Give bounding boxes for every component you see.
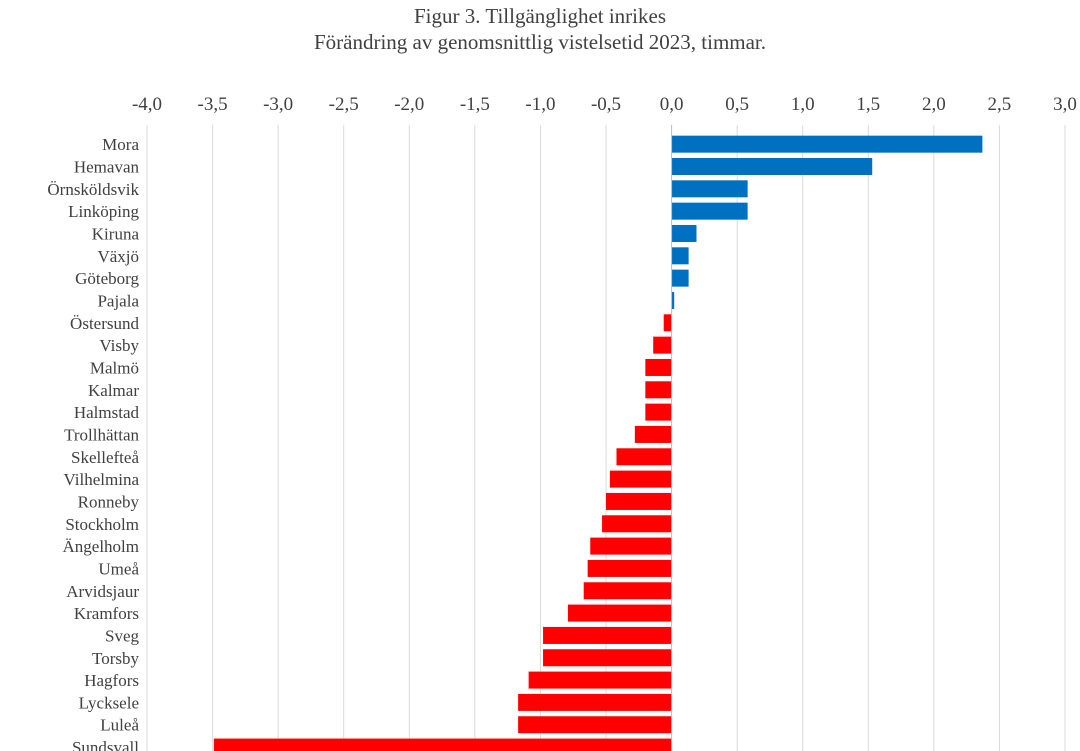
category-label: Ronneby: [78, 492, 140, 511]
category-label: Lycksele: [79, 693, 139, 712]
bar: [671, 180, 748, 198]
category-label: Luleå: [100, 716, 139, 735]
category-label: Linköping: [68, 202, 139, 221]
bar: [543, 626, 672, 644]
bar: [671, 291, 675, 309]
category-label: Sundsvall: [72, 738, 139, 751]
bar: [671, 269, 689, 287]
x-tick-label: -3,5: [198, 94, 228, 115]
bar: [671, 247, 689, 265]
bar: [213, 738, 672, 751]
category-label: Örnsköldsvik: [47, 180, 139, 199]
category-label: Arvidsjaur: [66, 582, 139, 601]
x-tick-label: -2,5: [329, 94, 359, 115]
bar: [645, 358, 672, 376]
bar: [543, 649, 672, 667]
bar: [587, 559, 672, 577]
category-label: Kramfors: [74, 604, 139, 623]
bar: [671, 202, 748, 220]
bar: [663, 314, 672, 332]
category-label: Hagfors: [84, 671, 139, 690]
x-tick-label: 2,5: [988, 94, 1012, 115]
category-label: Hemavan: [74, 157, 140, 176]
category-label: Kalmar: [88, 381, 139, 400]
x-tick-label: 0,5: [725, 94, 749, 115]
bar: [616, 448, 672, 466]
category-label: Umeå: [98, 559, 139, 578]
category-label: Stockholm: [65, 515, 139, 534]
x-tick-label: 0,0: [660, 94, 684, 115]
bar: [528, 671, 672, 689]
bar: [671, 157, 873, 175]
bar: [606, 492, 672, 510]
category-label: Pajala: [97, 291, 139, 310]
x-tick-label: 1,5: [856, 94, 880, 115]
x-tick-label: -4,0: [132, 94, 162, 115]
bar: [671, 224, 697, 242]
x-tick-label: -1,5: [460, 94, 490, 115]
category-label: Trollhättan: [64, 425, 139, 444]
bar: [590, 537, 672, 555]
x-tick-label: -2,0: [394, 94, 424, 115]
bar: [653, 336, 672, 354]
category-label: Göteborg: [75, 269, 139, 288]
bar: [634, 425, 672, 443]
bar: [609, 470, 672, 488]
x-tick-label: -3,0: [263, 94, 293, 115]
category-label: Östersund: [70, 314, 139, 333]
category-label: Växjö: [97, 247, 139, 266]
category-label: Visby: [99, 336, 139, 355]
chart-subtitle: Förändring av genomsnittlig vistelsetid …: [313, 30, 767, 54]
category-label: Sveg: [105, 626, 140, 645]
bar: [645, 381, 672, 399]
bar: [518, 716, 672, 734]
category-label: Malmö: [90, 358, 139, 377]
category-label: Halmstad: [74, 403, 140, 422]
x-tick-label: 1,0: [791, 94, 815, 115]
category-label: Vilhelmina: [64, 470, 140, 489]
bar: [645, 403, 672, 421]
category-label: Mora: [102, 135, 139, 154]
bar: [602, 515, 672, 533]
category-label: Torsby: [92, 649, 139, 668]
category-label: Ängelholm: [63, 537, 140, 556]
bar: [671, 135, 983, 153]
x-tick-label: 3,0: [1053, 94, 1077, 115]
category-label: Skellefteå: [71, 448, 139, 467]
category-label: Kiruna: [92, 224, 140, 243]
bar: [583, 582, 672, 600]
x-tick-label: 2,0: [922, 94, 946, 115]
bar: [567, 604, 672, 622]
x-tick-label: -1,0: [525, 94, 555, 115]
bar: [518, 693, 672, 711]
x-tick-label: -0,5: [591, 94, 621, 115]
chart-title: Figur 3. Tillgänglighet inrikes: [413, 4, 667, 28]
